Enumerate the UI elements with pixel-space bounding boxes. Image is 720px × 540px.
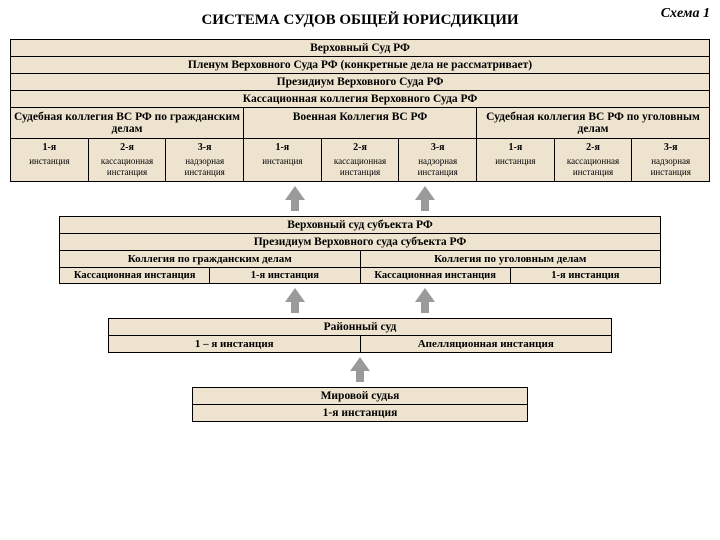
inst-cell: 1-яинстанция <box>10 139 89 182</box>
subject-court-block: Верховный суд субъекта РФ Президиум Верх… <box>59 216 661 284</box>
inst-cell: 2-якассационная инстанция <box>89 139 167 182</box>
arrows-district-to-subject <box>10 288 710 316</box>
inst-cell: 3-янадзорная инстанция <box>632 139 710 182</box>
collegium-civil: Судебная коллегия ВС РФ по гражданским д… <box>10 108 244 139</box>
inst-cell: 3-янадзорная инстанция <box>166 139 244 182</box>
scheme-label: Схема 1 <box>661 6 710 22</box>
supreme-court-block: Верховный Суд РФ Пленум Верховного Суда … <box>10 39 710 182</box>
arrow-up-icon <box>285 288 305 302</box>
subject-inst-cell: 1-я инстанция <box>210 268 360 284</box>
subject-collegium-civil: Коллегия по гражданским делам <box>59 251 361 268</box>
subject-inst-cell: Кассационная инстанция <box>361 268 511 284</box>
arrows-subject-to-supreme <box>10 186 710 214</box>
district-court-block: Районный суд 1 – я инстанция Апелляционн… <box>108 318 612 353</box>
row-cassation-collegium: Кассационная коллегия Верховного Суда РФ <box>10 91 710 108</box>
row-subject-supreme: Верховный суд субъекта РФ <box>59 216 661 234</box>
row-magistrate: Мировой судья <box>192 387 528 405</box>
collegium-military: Военная Коллегия ВС РФ <box>244 108 477 139</box>
main-title: СИСТЕМА СУДОВ ОБЩЕЙ ЮРИСДИКЦИИ <box>10 6 710 29</box>
arrow-up-icon <box>415 288 435 302</box>
inst-cell: 1-яинстанция <box>244 139 322 182</box>
row-subject-presidium: Президиум Верховного суда субъекта РФ <box>59 234 661 251</box>
district-first-instance: 1 – я инстанция <box>108 336 361 353</box>
inst-cell: 1-яинстанция <box>477 139 555 182</box>
inst-cell: 2-якассационная инстанция <box>555 139 633 182</box>
row-district: Районный суд <box>108 318 612 336</box>
subject-collegium-criminal: Коллегия по уголовным делам <box>361 251 662 268</box>
magistrate-block: Мировой судья 1-я инстанция <box>192 387 528 422</box>
subject-collegia-row: Коллегия по гражданским делам Коллегия п… <box>59 251 661 268</box>
subject-instances-row: Кассационная инстанция 1-я инстанция Кас… <box>59 268 661 284</box>
subject-inst-cell: 1-я инстанция <box>511 268 661 284</box>
inst-cell: 3-янадзорная инстанция <box>399 139 477 182</box>
district-appeal: Апелляционная инстанция <box>361 336 613 353</box>
arrow-magistrate-to-district <box>10 357 710 385</box>
row-supreme: Верховный Суд РФ <box>10 39 710 57</box>
arrow-up-icon <box>285 186 305 200</box>
district-cells-row: 1 – я инстанция Апелляционная инстанция <box>108 336 612 353</box>
row-presidium: Президиум Верховного Суда РФ <box>10 74 710 91</box>
row-magistrate-instance: 1-я инстанция <box>192 405 528 422</box>
instances-row: 1-яинстанция 2-якассационная инстанция 3… <box>10 139 710 182</box>
inst-cell: 2-якассационная инстанция <box>322 139 400 182</box>
arrow-up-icon <box>350 357 370 371</box>
subject-inst-cell: Кассационная инстанция <box>59 268 210 284</box>
row-plenum: Пленум Верховного Суда РФ (конкретные де… <box>10 57 710 74</box>
arrow-up-icon <box>415 186 435 200</box>
collegia-row: Судебная коллегия ВС РФ по гражданским д… <box>10 108 710 139</box>
collegium-criminal: Судебная коллегия ВС РФ по уголовным дел… <box>477 108 710 139</box>
